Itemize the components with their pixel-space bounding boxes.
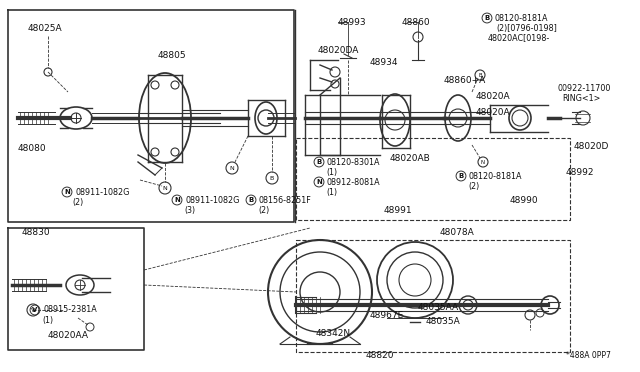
- Text: 08915-2381A: 08915-2381A: [43, 305, 97, 314]
- Text: 48820: 48820: [366, 352, 394, 360]
- Text: N: N: [64, 189, 70, 195]
- Text: 48992: 48992: [566, 167, 595, 176]
- Text: 08120-8301A: 08120-8301A: [327, 157, 381, 167]
- Text: 48020A: 48020A: [476, 92, 511, 100]
- Text: (3): (3): [184, 205, 195, 215]
- Text: 48078A: 48078A: [440, 228, 475, 237]
- Text: 48020D: 48020D: [574, 141, 609, 151]
- Text: B: B: [248, 197, 253, 203]
- Text: 48342N: 48342N: [316, 330, 351, 339]
- Text: (2)[0796-0198]: (2)[0796-0198]: [496, 23, 557, 32]
- Text: 48025A: 48025A: [28, 23, 63, 32]
- Text: RING<1>: RING<1>: [562, 93, 600, 103]
- Text: B: B: [478, 73, 482, 77]
- Text: V: V: [32, 307, 38, 313]
- Text: 48020AB: 48020AB: [390, 154, 431, 163]
- Text: N: N: [316, 179, 322, 185]
- Text: N: N: [174, 197, 180, 203]
- Text: (1): (1): [326, 167, 337, 176]
- Text: B: B: [484, 15, 490, 21]
- Text: 48990: 48990: [510, 196, 539, 205]
- Text: 48860+A: 48860+A: [444, 76, 486, 84]
- Text: 48934: 48934: [370, 58, 399, 67]
- Text: B: B: [270, 176, 274, 180]
- Text: N: N: [481, 160, 485, 164]
- Text: 00922-11700: 00922-11700: [558, 83, 611, 93]
- Text: 48035A: 48035A: [426, 317, 461, 327]
- Text: N: N: [163, 186, 168, 190]
- Text: 48020AA: 48020AA: [48, 331, 89, 340]
- Text: 48991: 48991: [384, 205, 413, 215]
- Text: 48020DA: 48020DA: [318, 45, 360, 55]
- Text: 08911-1082G: 08911-1082G: [185, 196, 239, 205]
- Text: 08120-8181A: 08120-8181A: [469, 171, 522, 180]
- Text: B: B: [458, 173, 463, 179]
- Text: V: V: [31, 308, 35, 312]
- Text: 08912-8081A: 08912-8081A: [327, 177, 381, 186]
- Text: B: B: [316, 159, 322, 165]
- Text: 48035AA: 48035AA: [418, 304, 459, 312]
- Text: 48967E: 48967E: [370, 311, 404, 321]
- Text: 48993: 48993: [338, 17, 367, 26]
- Text: (1): (1): [326, 187, 337, 196]
- Text: 48860: 48860: [402, 17, 431, 26]
- Text: (2): (2): [72, 198, 83, 206]
- Text: *488A 0PP7: *488A 0PP7: [566, 352, 611, 360]
- Text: 48020A: 48020A: [476, 108, 511, 116]
- Text: 48080: 48080: [18, 144, 47, 153]
- Text: 08156-8251F: 08156-8251F: [259, 196, 312, 205]
- Text: 08120-8181A: 08120-8181A: [495, 13, 548, 22]
- Text: 48830: 48830: [22, 228, 51, 237]
- Text: (1): (1): [42, 315, 53, 324]
- Text: 08911-1082G: 08911-1082G: [75, 187, 129, 196]
- Text: (2): (2): [258, 205, 269, 215]
- Text: 48020AC[0198-: 48020AC[0198-: [488, 33, 550, 42]
- Text: (2): (2): [468, 182, 479, 190]
- Text: N: N: [230, 166, 234, 170]
- Text: 48805: 48805: [158, 51, 187, 60]
